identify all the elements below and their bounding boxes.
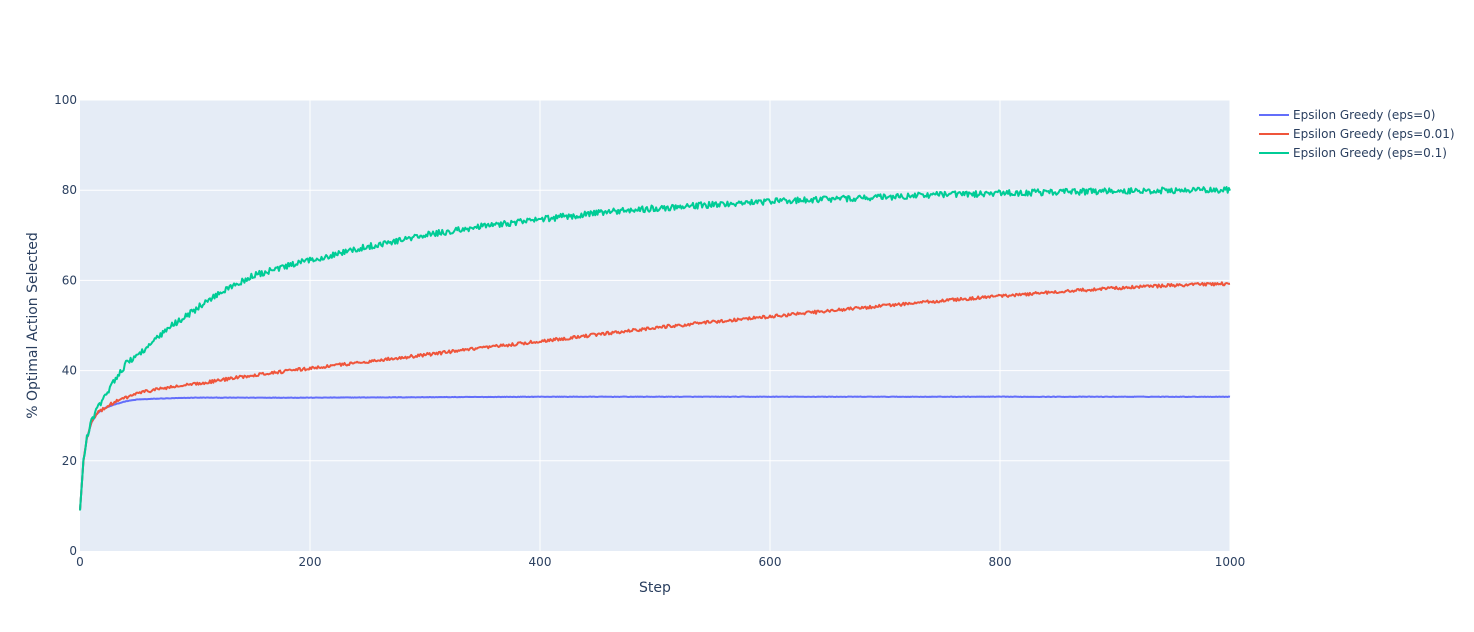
y-tick-label: 40 [62, 364, 77, 378]
legend-label: Epsilon Greedy (eps=0.01) [1293, 127, 1455, 141]
y-axis-title: % Optimal Action Selected [25, 232, 41, 419]
series-line-1 [79, 281, 1231, 511]
y-tick-label: 0 [69, 544, 77, 558]
y-tick-label: 80 [62, 183, 77, 197]
x-tick-label: 1000 [1215, 555, 1246, 569]
plot-background [80, 100, 1230, 551]
y-tick-label: 20 [62, 454, 77, 468]
x-tick-label: 200 [299, 555, 322, 569]
legend-label: Epsilon Greedy (eps=0) [1293, 108, 1435, 122]
legend-label: Epsilon Greedy (eps=0.1) [1293, 146, 1447, 160]
y-tick-label: 100 [54, 93, 77, 107]
x-tick-label: 400 [529, 555, 552, 569]
x-tick-labels: 0 200 400 600 800 1000 [76, 555, 1245, 569]
x-tick-label: 0 [76, 555, 84, 569]
series-lines [79, 186, 1231, 511]
y-tick-labels: 0 20 40 60 80 100 [54, 93, 77, 558]
series-line-0 [79, 395, 1231, 511]
legend: Epsilon Greedy (eps=0) Epsilon Greedy (ep… [1259, 108, 1455, 160]
series-line-2 [79, 186, 1231, 511]
y-tick-label: 60 [62, 273, 77, 287]
x-axis-title: Step [639, 580, 671, 596]
x-tick-label: 600 [759, 555, 782, 569]
x-tick-label: 800 [989, 555, 1012, 569]
